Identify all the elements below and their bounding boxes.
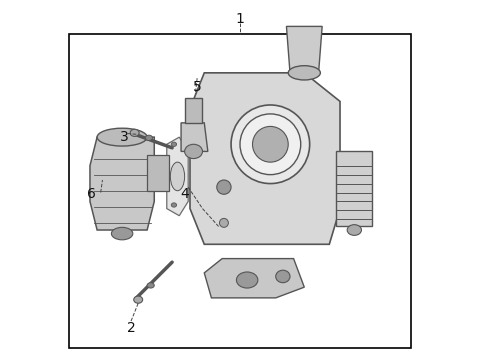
Ellipse shape — [134, 296, 143, 303]
Polygon shape — [147, 155, 168, 191]
Ellipse shape — [219, 219, 228, 227]
Ellipse shape — [237, 272, 258, 288]
Text: 1: 1 — [236, 12, 244, 26]
Ellipse shape — [276, 270, 290, 283]
Polygon shape — [181, 123, 208, 152]
Ellipse shape — [240, 114, 301, 175]
FancyBboxPatch shape — [69, 33, 411, 348]
Ellipse shape — [171, 142, 177, 147]
Ellipse shape — [231, 105, 310, 184]
Polygon shape — [167, 137, 188, 216]
Ellipse shape — [130, 129, 139, 136]
Ellipse shape — [347, 225, 361, 235]
Text: 3: 3 — [120, 130, 128, 144]
Polygon shape — [287, 26, 322, 73]
Ellipse shape — [217, 180, 231, 194]
Ellipse shape — [97, 128, 147, 146]
Text: 4: 4 — [180, 187, 189, 201]
Ellipse shape — [170, 162, 185, 191]
Polygon shape — [185, 98, 203, 123]
Ellipse shape — [252, 126, 288, 162]
Polygon shape — [190, 73, 340, 244]
Ellipse shape — [111, 227, 133, 240]
Polygon shape — [204, 258, 304, 298]
Ellipse shape — [185, 144, 203, 158]
Polygon shape — [90, 137, 154, 230]
Text: 6: 6 — [87, 187, 96, 201]
Ellipse shape — [288, 66, 320, 80]
Text: 5: 5 — [193, 80, 202, 94]
Ellipse shape — [147, 283, 154, 288]
Ellipse shape — [171, 203, 177, 207]
Text: 2: 2 — [127, 321, 135, 335]
Ellipse shape — [145, 135, 153, 140]
Polygon shape — [336, 152, 372, 226]
